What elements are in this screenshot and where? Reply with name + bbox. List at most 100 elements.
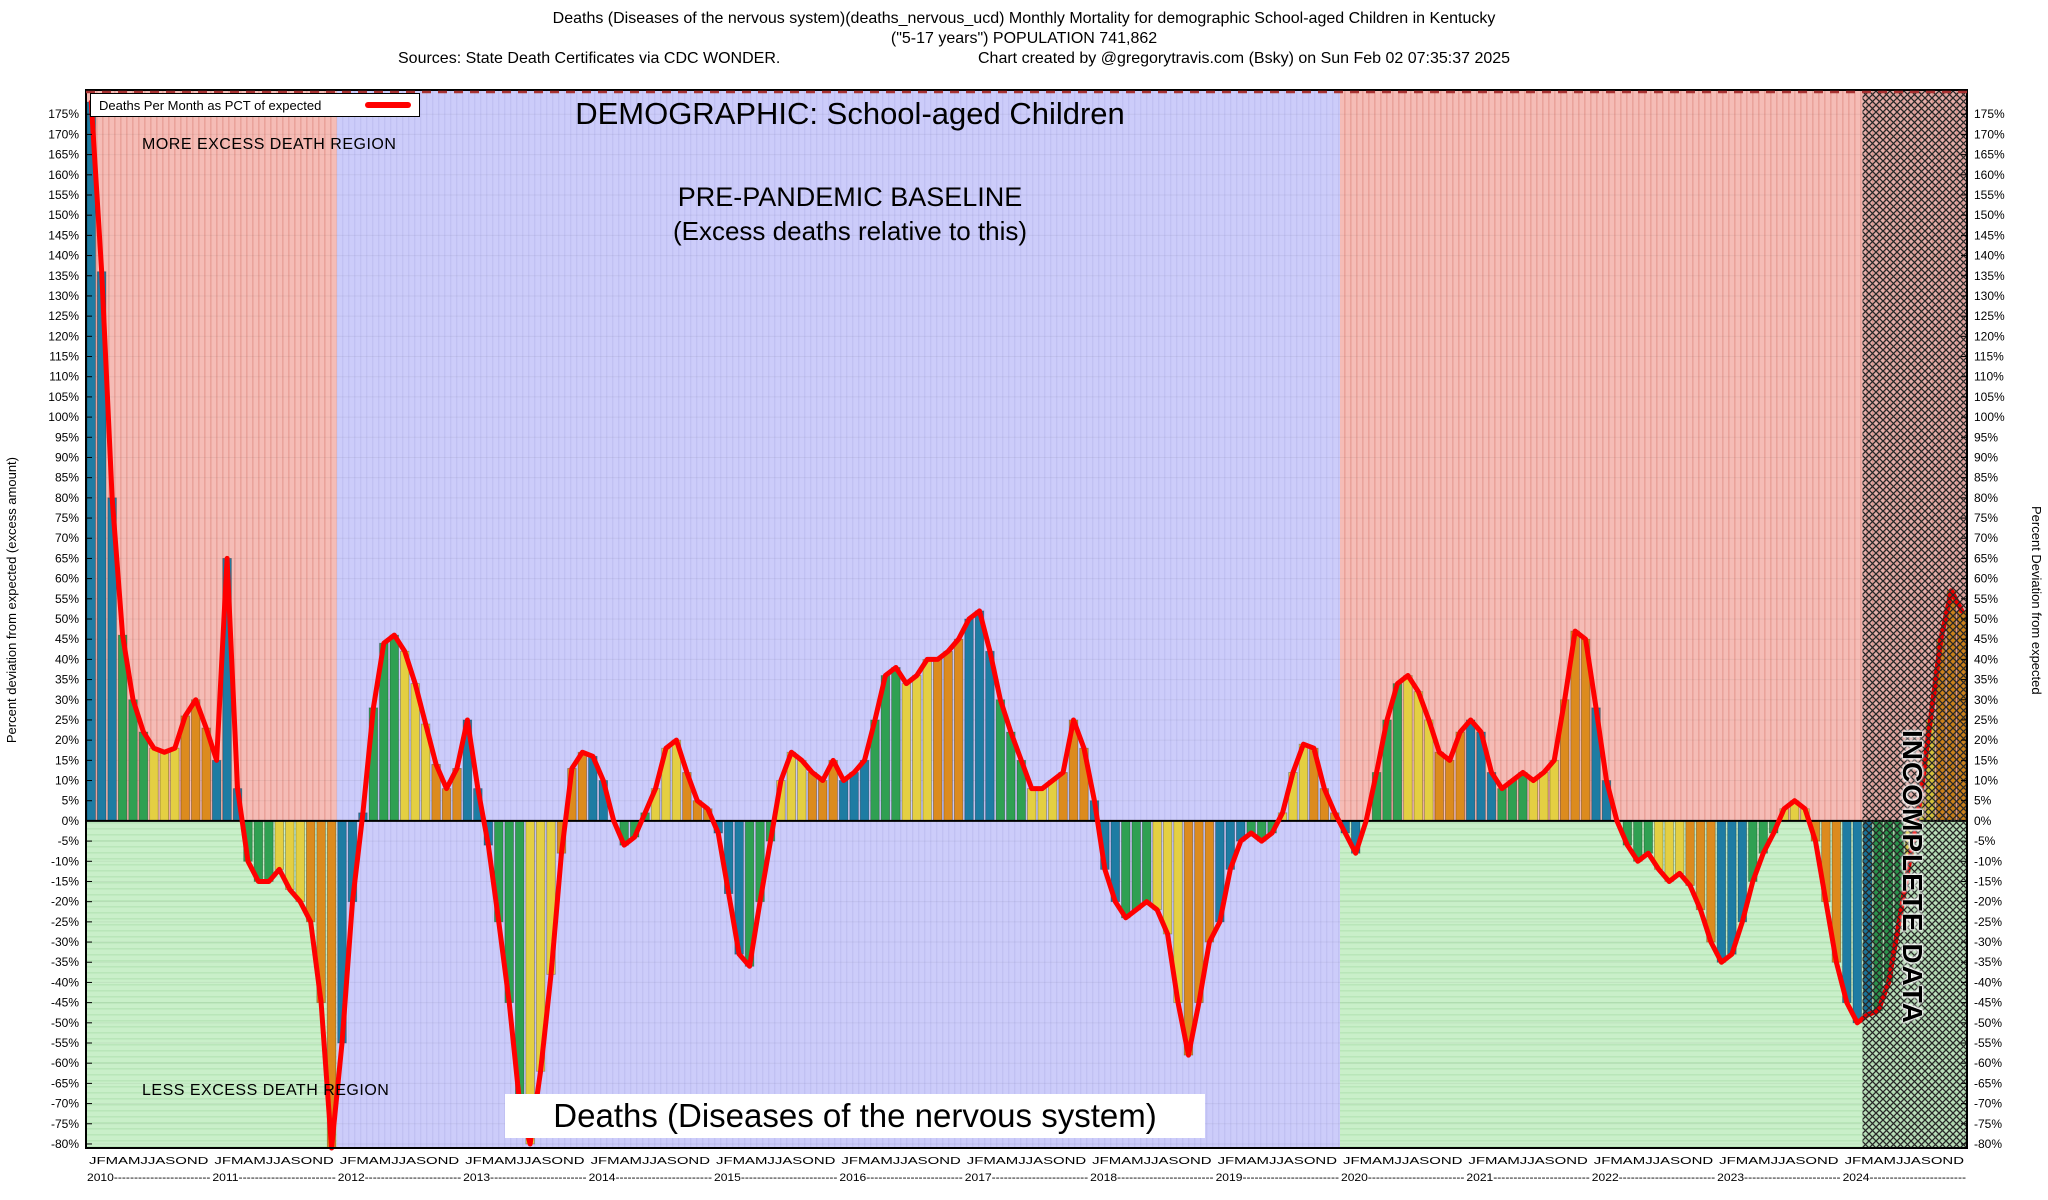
y-tick-label-left: 20%	[55, 733, 79, 747]
y-tick-label-left: 60%	[55, 572, 79, 586]
month-bar	[1413, 691, 1424, 822]
month-bar	[964, 618, 974, 822]
demographic-title: DEMOGRAPHIC: School-aged Children	[575, 96, 1125, 131]
y-tick-label-left: 50%	[55, 612, 79, 626]
less-excess-region-label: LESS EXCESS DEATH REGION	[142, 1082, 390, 1099]
month-bar	[1549, 759, 1559, 822]
month-letters-row: JFMAMJJASOND	[214, 1156, 333, 1167]
month-bar	[1445, 759, 1455, 822]
month-bar	[577, 751, 588, 822]
y-tick-label-left: -20%	[51, 895, 79, 909]
y-tick-label-left: 75%	[55, 511, 79, 525]
y-tick-label-left: 170%	[48, 127, 79, 141]
y-tick-label-right: -80%	[1974, 1137, 2002, 1151]
y-tick-label-right: 25%	[1974, 713, 1998, 727]
y-tick-label-left: 175%	[48, 107, 79, 121]
month-bar	[1141, 820, 1152, 903]
month-bar	[1842, 820, 1852, 1004]
month-letters-row: JFMAMJJASOND	[1092, 1156, 1211, 1167]
y-tick-label-left: 70%	[55, 531, 79, 545]
y-tick-label-left: 55%	[55, 592, 79, 606]
month-bar	[901, 683, 912, 822]
month-letters-row: JFMAMJJASOND	[1594, 1156, 1713, 1167]
y-tick-label-right: 10%	[1974, 774, 1998, 788]
baseline-label-line2: (Excess deaths relative to this)	[672, 216, 1028, 246]
month-letters-row: JFMAMJJASOND	[1845, 1156, 1964, 1167]
y-tick-label-right: 175%	[1974, 107, 2005, 121]
y-tick-label-right: 40%	[1974, 652, 1998, 666]
right-axis-label: Percent Deviation from expected	[2029, 505, 2044, 695]
y-tick-label-right: 75%	[1974, 511, 1998, 525]
y-tick-label-left: -80%	[51, 1137, 79, 1151]
chart-title-line2: ("5-17 years") POPULATION 741,862	[890, 30, 1158, 47]
y-tick-label-right: 55%	[1974, 592, 1998, 606]
month-letters-row: JFMAMJJASOND	[340, 1156, 459, 1167]
y-tick-label-left: -50%	[51, 1016, 79, 1030]
y-tick-label-left: 105%	[48, 390, 79, 404]
y-tick-label-left: 155%	[48, 188, 79, 202]
y-tick-label-right: -40%	[1974, 975, 2002, 989]
month-letters-row: JFMAMJJASOND	[1218, 1156, 1337, 1167]
y-tick-label-right: 60%	[1974, 572, 1998, 586]
baseline-label-line1: PRE-PANDEMIC BASELINE	[677, 182, 1023, 212]
month-bar	[211, 759, 222, 822]
month-bar	[891, 667, 901, 822]
y-tick-label-right: 170%	[1974, 127, 2005, 141]
year-label: 2022------------------------	[1592, 1172, 1716, 1184]
year-label: 2017------------------------	[965, 1172, 1089, 1184]
month-letters-row: JFMAMJJASOND	[1468, 1156, 1587, 1167]
legend: Deaths Per Month as PCT of expected	[90, 93, 420, 117]
month-bar	[974, 610, 985, 822]
year-label: 2021------------------------	[1466, 1172, 1590, 1184]
y-tick-label-left: 165%	[48, 148, 79, 162]
y-tick-label-right: -60%	[1974, 1056, 2002, 1070]
y-tick-label-right: -65%	[1974, 1076, 2002, 1090]
month-bar	[138, 731, 149, 822]
month-bar	[441, 788, 452, 822]
chart-credit: Chart created by @gregorytravis.com (Bsk…	[978, 50, 1511, 67]
y-tick-label-left: -25%	[51, 915, 79, 929]
y-tick-label-right: 90%	[1974, 450, 1998, 464]
month-bar	[1497, 788, 1507, 822]
month-bar	[1643, 820, 1653, 854]
y-tick-label-right: 140%	[1974, 249, 2005, 263]
month-letters-row: JFMAMJJASOND	[841, 1156, 960, 1167]
y-tick-label-right: 20%	[1974, 733, 1998, 747]
y-tick-label-right: 45%	[1974, 632, 1998, 646]
x-axis-labels: JFMAMJJASOND2010------------------------…	[87, 1156, 1966, 1184]
y-tick-label-right: 105%	[1974, 390, 2005, 404]
y-tick-label-left: -45%	[51, 996, 79, 1010]
month-bar	[943, 650, 953, 822]
month-bar	[1434, 751, 1444, 822]
month-bar	[1027, 788, 1037, 822]
y-tick-label-left: 145%	[48, 228, 79, 242]
y-tick-label-right: 15%	[1974, 753, 1998, 767]
y-tick-label-right: 150%	[1974, 208, 2005, 222]
y-tick-label-left: 85%	[55, 471, 79, 485]
y-tick-label-left: 100%	[48, 410, 79, 424]
y-tick-label-right: -5%	[1974, 834, 1996, 848]
y-tick-label-left: 25%	[55, 713, 79, 727]
month-bar	[191, 699, 201, 822]
month-bar	[912, 675, 922, 822]
y-tick-label-right: 35%	[1974, 673, 1998, 687]
month-bar	[859, 759, 870, 822]
legend-line-swatch	[365, 102, 411, 108]
y-tick-label-right: -25%	[1974, 915, 2002, 929]
month-bar	[305, 820, 316, 923]
y-tick-label-right: 120%	[1974, 329, 2005, 343]
month-bar	[295, 820, 305, 903]
y-tick-label-left: -10%	[51, 854, 79, 868]
month-bar	[1403, 675, 1413, 822]
y-tick-label-left: 45%	[55, 632, 79, 646]
y-tick-label-left: 40%	[55, 652, 79, 666]
month-bar	[1392, 683, 1403, 822]
month-letters-row: JFMAMJJASOND	[716, 1156, 835, 1167]
y-axis-ticks: -80% -80% -75% -75% -70% -70% -65% -65% -60% -60%…	[48, 107, 2005, 1151]
incomplete-data-label: INCOMPLETE DATA	[1897, 730, 1928, 1025]
month-letters-row: JFMAMJJASOND	[591, 1156, 710, 1167]
y-tick-label-left: -60%	[51, 1056, 79, 1070]
y-tick-label-left: 0%	[62, 814, 80, 828]
